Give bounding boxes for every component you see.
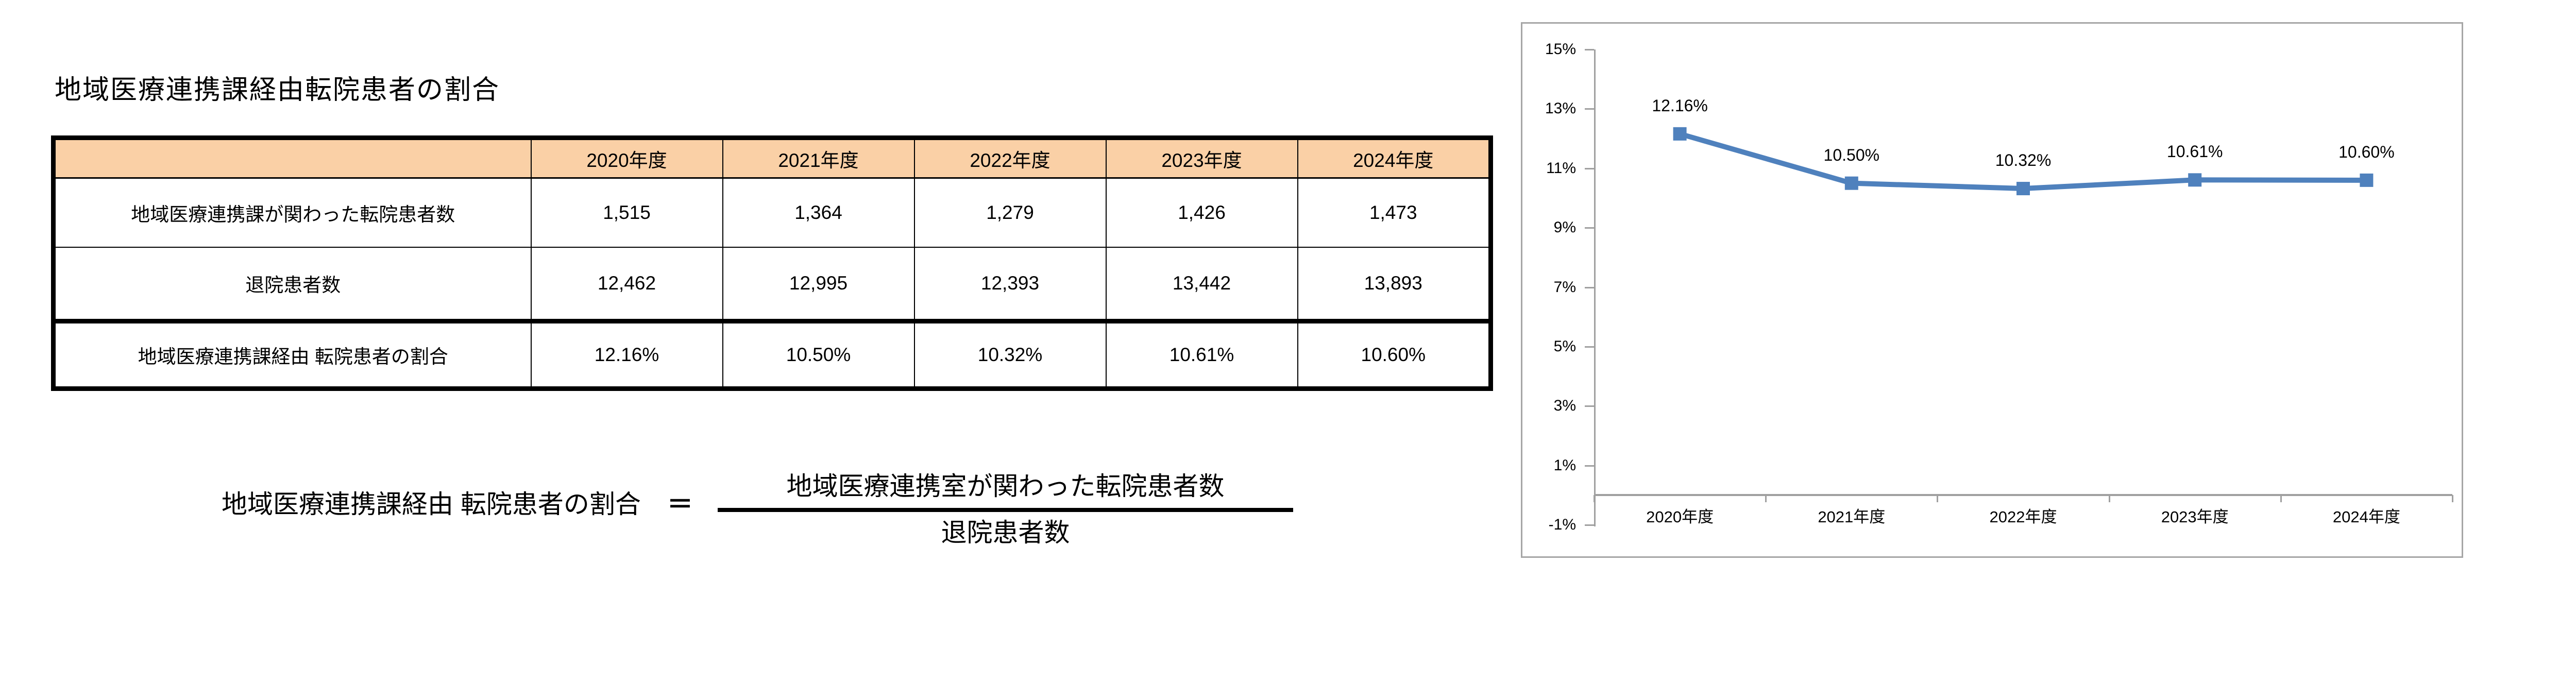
- fraction-bar: [718, 508, 1293, 512]
- data-point-marker: [2016, 182, 2030, 196]
- y-axis-tick: [1585, 286, 1594, 288]
- data-label: 12.16%: [1652, 96, 1708, 115]
- y-axis-tick: [1585, 167, 1594, 169]
- table-row: 退院患者数 12,462 12,995 12,393 13,442 13,893: [53, 247, 1492, 323]
- x-axis-label: 2023年度: [2161, 508, 2229, 526]
- y-axis-tick-label: 11%: [1546, 159, 1576, 177]
- value-cell: 10.61%: [1105, 320, 1298, 389]
- value-cell: 12,393: [913, 247, 1107, 323]
- x-axis-tick: [1765, 495, 1767, 502]
- data-point-marker: [1673, 127, 1687, 141]
- y-axis-tick: [1585, 465, 1594, 467]
- data-label: 10.32%: [1995, 151, 2052, 170]
- data-point-marker: [1844, 176, 1858, 190]
- value-cell: 12,462: [530, 247, 723, 323]
- data-table: 2020年度 2021年度 2022年度 2023年度 2024年度 地域医療連携課が関わ…: [51, 135, 1493, 391]
- y-axis-tick-label: 3%: [1553, 397, 1576, 415]
- data-table: 2020年度 2021年度 2022年度 2023年度 2024年度 地域医療連携課が関わ…: [51, 135, 1493, 391]
- x-axis-tick: [1594, 495, 1595, 502]
- x-axis-label: 2020年度: [1646, 508, 1714, 526]
- data-point-marker: [2360, 173, 2374, 187]
- y-axis-tick: [1585, 227, 1594, 229]
- x-axis-label: 2022年度: [1989, 508, 2057, 526]
- value-cell: 13,442: [1105, 247, 1298, 323]
- y-axis-tick-label: 15%: [1545, 41, 1576, 58]
- x-axis-line: [1594, 494, 2452, 496]
- data-label: 10.60%: [2338, 142, 2395, 161]
- y-axis-tick: [1585, 108, 1594, 110]
- y-axis-tick-label: 13%: [1545, 100, 1576, 117]
- line-series: [1673, 127, 2374, 196]
- formula-numerator: 地域医療連携室が関わった転院患者数: [786, 472, 1225, 501]
- row-label: 退院患者数: [53, 247, 532, 323]
- header-cell-year: 2024年度: [1297, 137, 1492, 179]
- y-axis-tick-label: 9%: [1553, 219, 1576, 236]
- header-cell-empty: [53, 137, 532, 179]
- header-cell-year: 2023年度: [1105, 137, 1298, 179]
- y-axis-tick: [1585, 49, 1594, 50]
- x-axis-tick: [2280, 495, 2282, 502]
- formula-lhs: 地域医療連携課経由 転院患者の割合: [222, 490, 641, 519]
- y-axis-tick-label: 1%: [1553, 456, 1576, 474]
- y-axis-tick-label: 7%: [1553, 278, 1576, 296]
- row-label: 地域医療連携課経由 転院患者の割合: [53, 320, 532, 389]
- data-label: 10.61%: [2166, 142, 2223, 161]
- y-axis-tick: [1585, 346, 1594, 348]
- y-axis-tick-label: -1%: [1548, 516, 1576, 534]
- formula-denominator: 退院患者数: [941, 518, 1070, 547]
- y-axis-tick-label: 5%: [1553, 338, 1576, 355]
- value-cell: 10.50%: [722, 320, 915, 389]
- y-axis-line: [1594, 49, 1596, 527]
- value-cell: 12.16%: [530, 320, 723, 389]
- value-cell: 1,364: [722, 177, 915, 248]
- data-point-marker: [2188, 173, 2202, 187]
- table-header-row: 2020年度 2021年度 2022年度 2023年度 2024年度: [53, 137, 1492, 179]
- x-axis-tick: [2452, 495, 2453, 502]
- value-cell: 1,279: [913, 177, 1107, 248]
- value-cell: 10.60%: [1297, 320, 1492, 389]
- x-axis-label: 2021年度: [1818, 508, 1886, 526]
- value-cell: 10.32%: [913, 320, 1107, 389]
- table-row: 地域医療連携課経由 転院患者の割合 12.16% 10.50% 10.32% 10.61…: [53, 320, 1492, 389]
- value-cell: 1,426: [1105, 177, 1298, 248]
- formula-fraction: 地域医療連携室が関わった転院患者数 退院患者数: [718, 473, 1293, 546]
- x-axis-tick: [1937, 495, 1939, 502]
- formula-equals-sign: ＝: [667, 490, 693, 519]
- header-cell-year: 2022年度: [913, 137, 1107, 179]
- header-cell-year: 2021年度: [722, 137, 915, 179]
- y-axis-tick: [1585, 524, 1594, 526]
- page-title: 地域医療連携課経由転院患者の割合: [55, 75, 500, 105]
- x-axis-tick: [2108, 495, 2110, 502]
- row-label: 地域医療連携課が関わった転院患者数: [53, 177, 532, 248]
- x-axis-label: 2024年度: [2332, 508, 2400, 526]
- value-cell: 12,995: [722, 247, 915, 323]
- value-cell: 13,893: [1297, 247, 1492, 323]
- table-row: 地域医療連携課が関わった転院患者数 1,515 1,364 1,279 1,426 1,4…: [53, 177, 1492, 248]
- value-cell: 1,515: [530, 177, 723, 248]
- y-axis-tick: [1585, 405, 1594, 407]
- header-cell-year: 2020年度: [530, 137, 723, 179]
- line-chart: 15% 13% 11% 9% 7% 5% 3% 1% -1% 2020年度 2021年度 2022年度…: [1521, 22, 2463, 558]
- value-cell: 1,473: [1297, 177, 1492, 248]
- data-label: 10.50%: [1823, 145, 1880, 164]
